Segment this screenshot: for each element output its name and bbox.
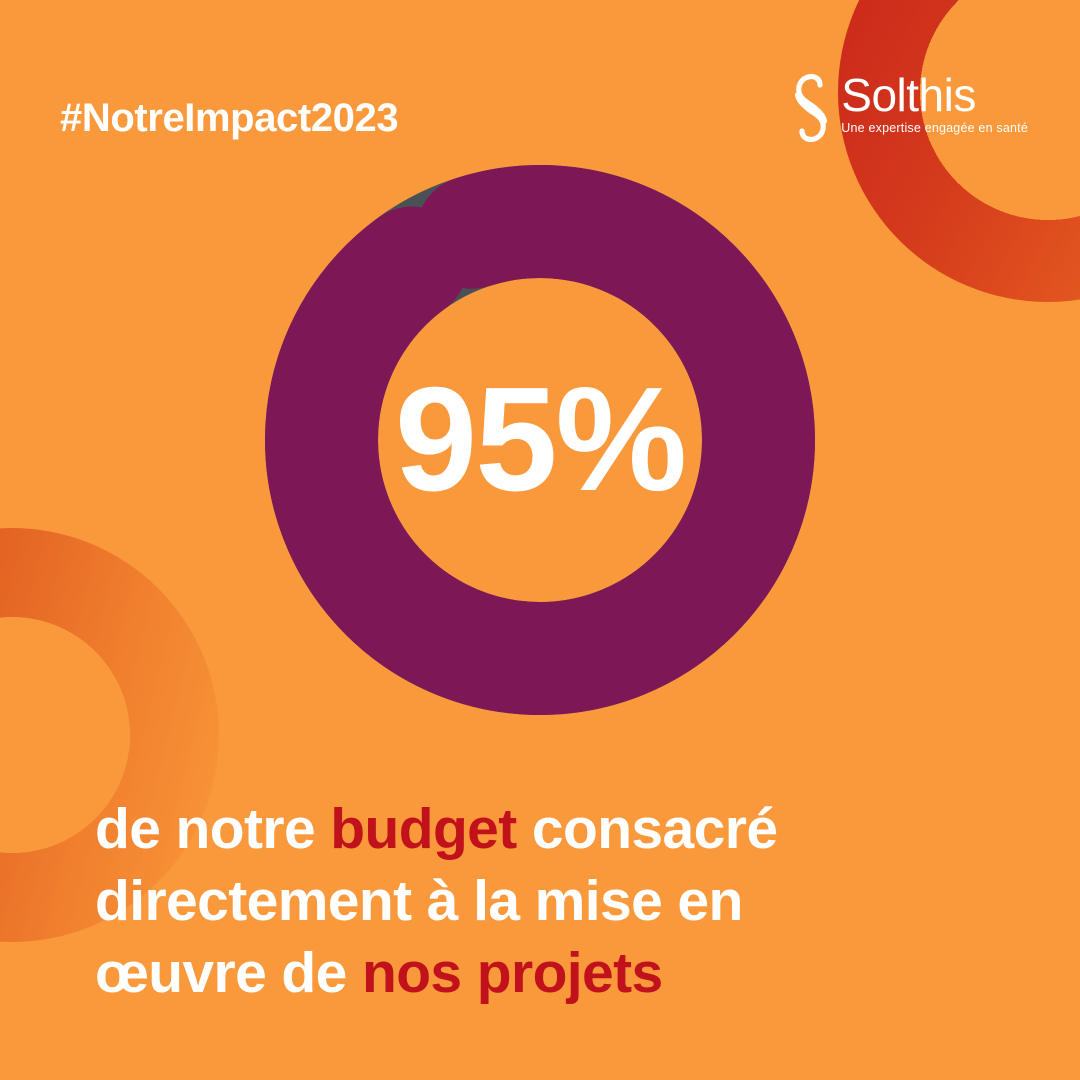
donut-main-segment [265, 165, 815, 715]
donut-chart: 95% [265, 165, 815, 715]
caption-text: de notre budget consacré directement à l… [95, 793, 995, 1009]
top-right-ring-decoration [838, 0, 1080, 302]
solthis-logo: Solthis Une expertise engagée en santé [787, 72, 1028, 144]
donut-chart-svg [265, 165, 815, 715]
solthis-s-monogram-icon [795, 73, 828, 143]
caption-line-1: de notre budget consacré [95, 793, 995, 865]
caption-highlight-budget: budget [330, 797, 517, 861]
hashtag-label: #NotreImpact2023 [60, 96, 399, 140]
caption-highlight-nos-projets: nos projets [362, 941, 663, 1005]
caption-line1-part-c: consacré [516, 797, 778, 861]
donut-center-value: 95% [394, 357, 687, 522]
caption-line1-part-a: de notre [95, 797, 331, 861]
logo-tagline: Une expertise engagée en santé [841, 121, 1028, 135]
logo-wordmark: Solthis [841, 69, 976, 121]
caption-line3-part-a: œuvre de [95, 941, 362, 1005]
caption-line-3: œuvre de nos projets [95, 937, 995, 1009]
caption-line-2: directement à la mise en [95, 869, 743, 933]
